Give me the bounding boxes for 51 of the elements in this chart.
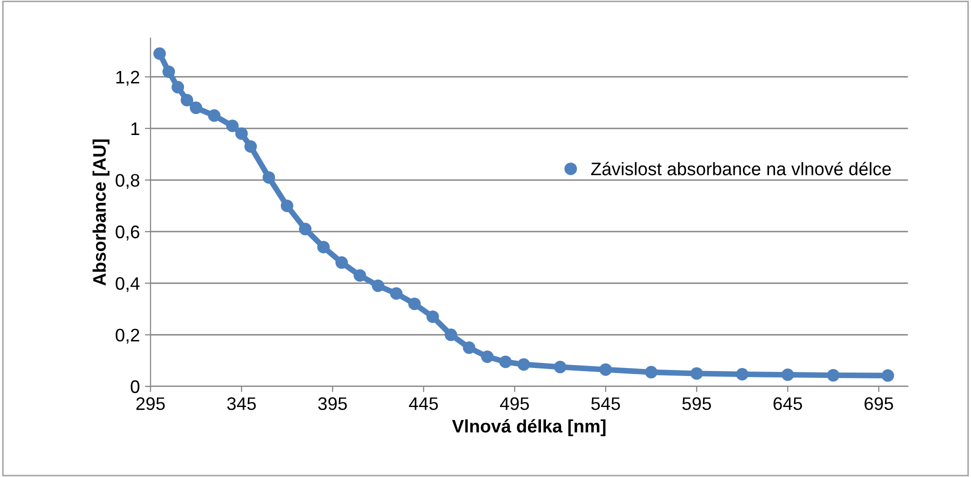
x-axis-title: Vlnová délka [nm] — [452, 419, 606, 436]
point — [781, 368, 794, 382]
y-tick-label: 0,4 — [116, 277, 140, 292]
point — [190, 102, 202, 114]
point — [208, 109, 220, 122]
y-axis-title: Absorbance [AU] — [92, 140, 110, 286]
point — [882, 369, 894, 382]
point — [426, 310, 439, 323]
point — [499, 356, 512, 368]
point — [372, 280, 384, 292]
x-tick-label: 545 — [591, 397, 620, 410]
y-tick-label: 1,2 — [116, 70, 140, 86]
point — [826, 369, 840, 382]
point — [280, 200, 294, 212]
point — [444, 328, 458, 342]
point — [554, 360, 566, 374]
x-tick-label: 695 — [864, 397, 894, 410]
point — [244, 140, 257, 153]
point — [262, 171, 276, 184]
y-tick-label: 0,6 — [116, 226, 140, 240]
point — [644, 366, 658, 378]
point — [335, 256, 348, 269]
point — [299, 222, 312, 236]
point — [408, 298, 421, 310]
legend-label: Závislost absorbance na vlnové délce — [591, 162, 891, 176]
point — [390, 287, 403, 300]
point — [690, 367, 703, 380]
point — [317, 240, 330, 254]
x-tick-label: 295 — [136, 397, 165, 410]
point — [180, 94, 194, 106]
point — [517, 358, 530, 371]
point — [462, 341, 476, 354]
point — [481, 350, 494, 363]
y-tick-label: 0 — [130, 380, 140, 394]
y-tick-label: 1 — [131, 122, 140, 135]
x-tick-label: 495 — [500, 397, 529, 410]
point — [736, 368, 748, 380]
point — [172, 80, 184, 94]
y-tick-label: 0,8 — [116, 174, 140, 189]
point — [235, 127, 248, 140]
x-tick-label: 595 — [682, 397, 711, 410]
point — [599, 363, 612, 376]
x-tick-label: 345 — [227, 397, 256, 410]
x-tick-label: 395 — [318, 397, 347, 410]
x-tick-label: 445 — [408, 397, 438, 410]
point — [354, 269, 366, 282]
point — [226, 120, 239, 132]
x-tick-label: 645 — [774, 397, 802, 410]
y-tick-label: 0,2 — [116, 328, 140, 344]
point — [162, 65, 175, 78]
point — [153, 47, 166, 60]
